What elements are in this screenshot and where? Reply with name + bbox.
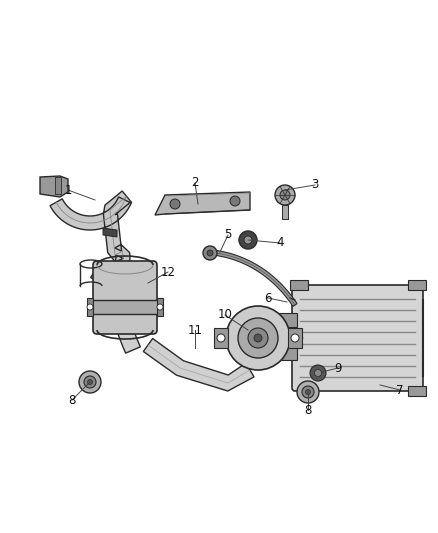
Circle shape [310,365,326,381]
Polygon shape [117,327,140,353]
Circle shape [275,185,295,205]
Bar [408,386,426,396]
Circle shape [170,199,180,209]
Circle shape [207,250,213,256]
Circle shape [297,381,319,403]
Text: 6: 6 [264,292,272,304]
Text: 8: 8 [304,403,312,416]
Circle shape [238,318,278,358]
Text: 9: 9 [334,361,342,375]
Circle shape [88,379,92,384]
Text: 2: 2 [191,176,199,190]
Polygon shape [208,249,297,306]
Polygon shape [50,191,131,282]
Circle shape [302,386,314,398]
Circle shape [84,376,96,388]
Circle shape [305,390,311,394]
Text: 1: 1 [64,183,72,197]
Text: 3: 3 [311,179,319,191]
Bar [290,280,308,290]
Bar [277,313,297,327]
Text: 7: 7 [396,384,404,397]
Circle shape [157,304,163,310]
Bar [277,346,297,360]
Polygon shape [155,192,250,215]
Circle shape [280,190,290,200]
Bar [55,177,61,194]
Circle shape [248,328,268,348]
Circle shape [226,306,290,370]
Circle shape [79,371,101,393]
Text: 5: 5 [224,229,232,241]
Circle shape [87,304,93,310]
Polygon shape [103,228,117,237]
Text: 10: 10 [218,309,233,321]
Polygon shape [143,338,254,391]
FancyBboxPatch shape [292,285,423,391]
Bar [90,300,160,314]
Circle shape [291,334,299,342]
Bar [214,328,228,348]
Circle shape [254,334,262,342]
Bar [157,298,163,316]
Circle shape [217,334,225,342]
Circle shape [244,236,252,244]
Bar [282,205,288,219]
Text: 12: 12 [160,265,176,279]
Text: 11: 11 [187,324,202,336]
Bar [408,280,426,290]
Circle shape [239,231,257,249]
Polygon shape [40,176,68,197]
FancyBboxPatch shape [93,261,157,334]
Bar [87,298,93,316]
Text: 4: 4 [276,237,284,249]
Circle shape [314,369,321,376]
Circle shape [203,246,217,260]
Text: 8: 8 [68,393,76,407]
Bar [288,328,302,348]
Circle shape [230,196,240,206]
